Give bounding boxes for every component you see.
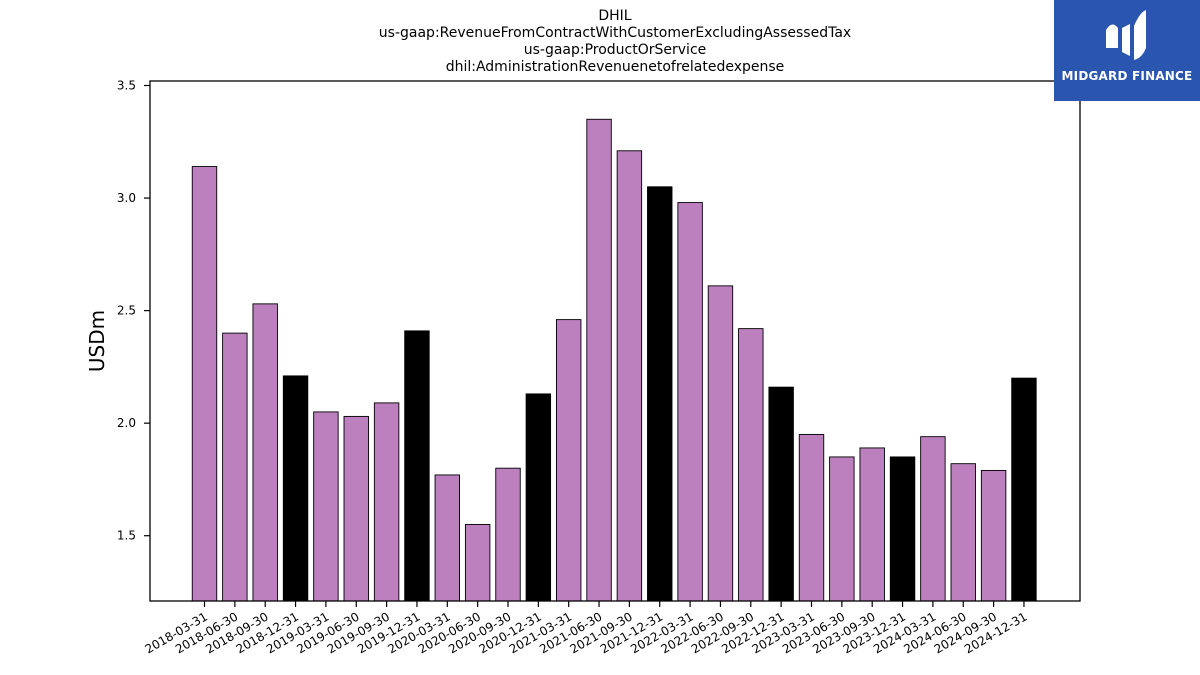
- x-axis: 2018-03-312018-06-302018-09-302018-12-31…: [143, 601, 1029, 656]
- bar-2019-06-30: [343, 415, 369, 602]
- bar-2018-06-30: [222, 332, 248, 602]
- bar-2019-12-31: [404, 330, 430, 602]
- bar-2021-12-31: [647, 186, 673, 602]
- bar-2021-09-30: [616, 150, 643, 602]
- midgard-finance-logo: MIDGARD FINANCE: [1054, 0, 1200, 101]
- chart-title: DHILus-gaap:RevenueFromContractWithCusto…: [379, 8, 851, 75]
- bars-group: [191, 118, 1037, 602]
- y-tick-label: 2.5: [117, 304, 136, 318]
- y-tick-label: 2.0: [117, 416, 136, 430]
- bar-2020-12-31: [525, 393, 552, 602]
- bar-2021-06-30: [586, 118, 612, 602]
- logo-mark-icon: [1106, 10, 1146, 60]
- y-tick-label: 1.5: [117, 529, 136, 543]
- bar-2024-06-30: [950, 463, 976, 602]
- bar-2019-09-30: [373, 402, 400, 602]
- bar-2022-09-30: [738, 328, 764, 602]
- bar-2022-03-31: [677, 202, 703, 602]
- bar-2018-09-30: [252, 303, 278, 602]
- y-axis: 1.5 2.0 2.5 3.0 3.5: [117, 79, 150, 543]
- bar-2019-03-31: [313, 411, 339, 602]
- bar-2024-12-31: [1011, 377, 1037, 602]
- y-tick-label: 3.5: [117, 79, 136, 93]
- bar-2024-09-30: [980, 469, 1007, 602]
- plot-frame: [149, 80, 1081, 602]
- title-line-0: DHIL: [598, 8, 631, 24]
- bar-2022-06-30: [707, 285, 734, 602]
- title-line-3: dhil:AdministrationRevenuenetofrelatedex…: [446, 59, 785, 75]
- y-axis-label: USDm: [85, 310, 109, 372]
- bar-2020-06-30: [464, 524, 491, 602]
- bar-2023-03-31: [798, 433, 825, 602]
- bar-2024-03-31: [920, 436, 946, 602]
- logo-text: MIDGARD FINANCE: [1061, 69, 1193, 83]
- bar-2022-12-31: [768, 386, 794, 602]
- title-line-1: us-gaap:RevenueFromContractWithCustomerE…: [379, 25, 851, 41]
- title-line-2: us-gaap:ProductOrService: [524, 42, 707, 58]
- bar-2023-09-30: [859, 447, 885, 602]
- bar-2023-06-30: [829, 456, 855, 602]
- bar-2018-03-31: [191, 166, 218, 602]
- bar-2018-12-31: [282, 375, 309, 602]
- bar-2021-03-31: [556, 319, 582, 602]
- bar-2023-12-31: [889, 456, 916, 602]
- y-tick-label: 3.0: [117, 191, 136, 205]
- bar-2020-09-30: [495, 467, 521, 602]
- bar-2020-03-31: [434, 474, 460, 602]
